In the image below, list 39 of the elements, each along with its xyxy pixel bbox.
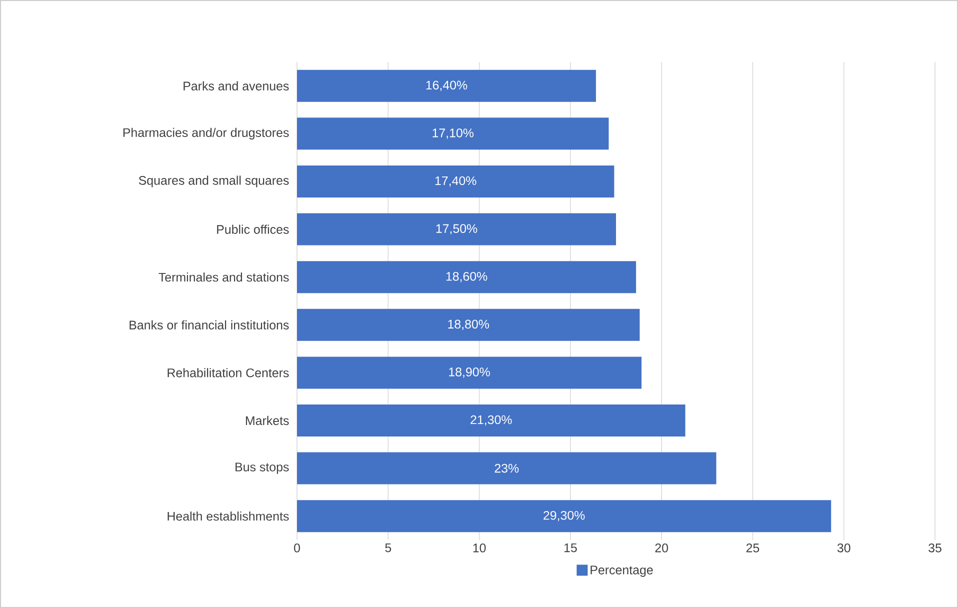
bar bbox=[297, 70, 596, 102]
y-tick-label: Terminales and stations bbox=[158, 272, 289, 282]
bar bbox=[297, 165, 614, 198]
y-tick-label: Pharmacies and/or drugstores bbox=[123, 128, 289, 140]
data-label: 17,50% bbox=[436, 224, 478, 234]
bar bbox=[297, 500, 832, 532]
y-tick-label: Rehabilitation Centers bbox=[168, 368, 289, 378]
y-tick-label: Bus stops bbox=[236, 462, 289, 474]
data-label: 23% bbox=[494, 464, 519, 473]
bar bbox=[297, 213, 616, 246]
data-label: 16,40% bbox=[426, 80, 468, 92]
y-tick-label: Public offices bbox=[217, 224, 289, 234]
x-tick-label: 35 bbox=[928, 544, 942, 552]
y-tick-label: Parks and avenues bbox=[184, 81, 289, 90]
data-label: 29,30% bbox=[544, 510, 585, 522]
x-tick-label: 30 bbox=[837, 544, 850, 552]
bar bbox=[297, 261, 636, 294]
y-tick-label: Markets bbox=[246, 416, 289, 426]
bar bbox=[297, 356, 642, 389]
x-tick-label: 20 bbox=[655, 544, 668, 552]
y-tick-label: Banks or financial institutions bbox=[130, 320, 289, 330]
x-tick-label: 25 bbox=[746, 544, 760, 552]
y-tick-label: Health establishments bbox=[168, 512, 289, 521]
data-label: 21,30% bbox=[470, 415, 512, 426]
bar bbox=[297, 308, 640, 341]
x-tick-label: 5 bbox=[385, 544, 392, 552]
bar bbox=[297, 404, 686, 436]
bar bbox=[297, 118, 609, 150]
data-label: 18,80% bbox=[448, 320, 490, 330]
x-tick-label: 0 bbox=[294, 544, 300, 552]
data-label: 18,60% bbox=[446, 272, 488, 282]
bar bbox=[297, 452, 716, 484]
y-tick-label: Squares and small squares bbox=[138, 176, 289, 188]
x-tick-label: 10 bbox=[473, 544, 486, 552]
data-label: 17,40% bbox=[435, 176, 476, 187]
x-tick-label: 15 bbox=[564, 544, 577, 552]
data-label: 17,10% bbox=[432, 128, 474, 139]
data-label: 18,90% bbox=[449, 368, 490, 378]
legend-label: Percentage bbox=[590, 566, 653, 577]
